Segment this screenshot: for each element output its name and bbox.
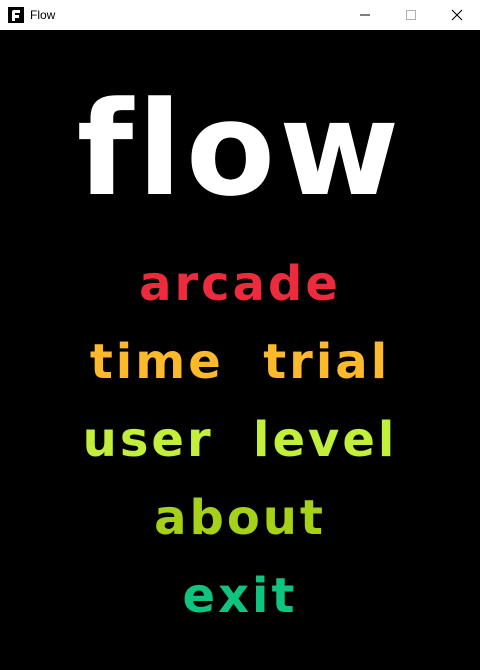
maximize-button[interactable]	[388, 0, 434, 30]
game-logo: flow	[76, 73, 404, 225]
menu-item-exit[interactable]: exit	[182, 568, 298, 624]
main-menu: arcade time trial user level about exit	[0, 245, 480, 635]
game-canvas: flow arcade time trial user level about …	[0, 30, 480, 670]
title-bar[interactable]: Flow	[0, 0, 480, 30]
menu-item-user-level[interactable]: user level	[82, 412, 398, 468]
menu-item-about[interactable]: about	[154, 490, 326, 546]
menu-item-time-trial[interactable]: time trial	[89, 334, 391, 390]
flow-app-icon	[8, 7, 24, 23]
window-title: Flow	[30, 8, 56, 22]
maximize-icon	[406, 10, 416, 20]
window-controls	[342, 0, 480, 30]
close-button[interactable]	[434, 0, 480, 30]
close-icon	[451, 9, 463, 21]
minimize-button[interactable]	[342, 0, 388, 30]
minimize-icon	[360, 14, 370, 16]
menu-item-arcade[interactable]: arcade	[139, 256, 341, 312]
